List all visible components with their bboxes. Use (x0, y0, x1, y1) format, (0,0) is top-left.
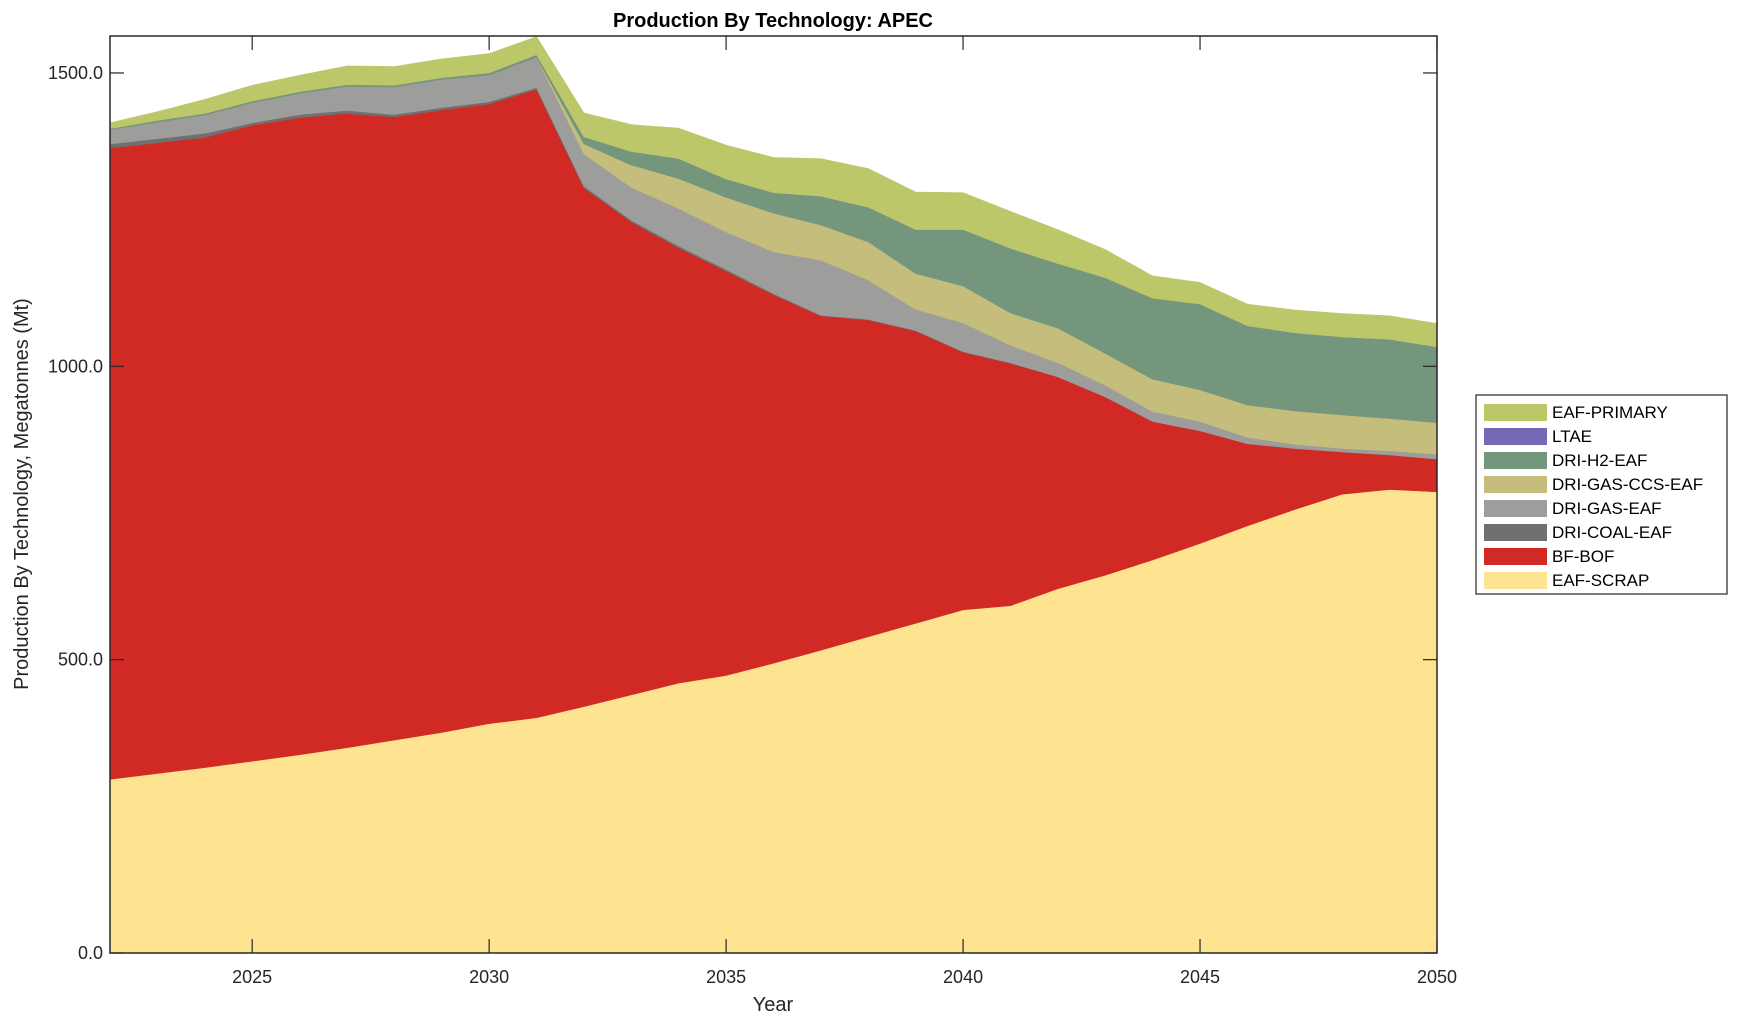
x-tick-label: 2050 (1417, 967, 1457, 987)
legend-swatch (1484, 452, 1547, 469)
legend-label: DRI-COAL-EAF (1552, 523, 1672, 542)
legend-swatch (1484, 548, 1547, 565)
legend-item-dri-coal-eaf: DRI-COAL-EAF (1484, 523, 1672, 542)
plot-frame (109, 35, 1438, 954)
legend-item-bf-bof: BF-BOF (1484, 547, 1614, 566)
legend-label: LTAE (1552, 427, 1592, 446)
legend-item-dri-gas-ccs-eaf: DRI-GAS-CCS-EAF (1484, 475, 1703, 494)
legend-label: EAF-SCRAP (1552, 571, 1649, 590)
legend-label: DRI-GAS-EAF (1552, 499, 1662, 518)
legend-item-ltae: LTAE (1484, 427, 1592, 446)
y-axis-label: Production By Technology, Megatonnes (Mt… (11, 298, 33, 690)
x-tick-label: 2040 (943, 967, 983, 987)
legend-swatch (1484, 500, 1547, 517)
legend-item-dri-gas-eaf: DRI-GAS-EAF (1484, 499, 1662, 518)
legend-swatch (1484, 524, 1547, 541)
x-axis-label: Year (753, 994, 794, 1016)
x-tick-label: 2025 (232, 967, 272, 987)
chart-title: Production By Technology: APEC (613, 10, 933, 32)
x-tick-label: 2030 (469, 967, 509, 987)
y-tick-label: 0.0 (78, 943, 103, 963)
y-tick-label: 1000.0 (48, 356, 103, 376)
legend-label: DRI-H2-EAF (1552, 451, 1647, 470)
legend-item-dri-h2-eaf: DRI-H2-EAF (1484, 451, 1647, 470)
legend-swatch (1484, 428, 1547, 445)
legend-item-eaf-primary: EAF-PRIMARY (1484, 403, 1668, 422)
plot-areas (109, 36, 1438, 954)
legend-label: EAF-PRIMARY (1552, 403, 1668, 422)
legend-swatch (1484, 404, 1547, 421)
legend-swatch (1484, 572, 1547, 589)
legend: EAF-PRIMARY LTAE DRI-H2-EAF DRI-GAS-CCS-EAF… (1475, 394, 1728, 595)
legend-label: DRI-GAS-CCS-EAF (1552, 475, 1703, 494)
x-tick-label: 2045 (1180, 967, 1220, 987)
legend-swatch (1484, 476, 1547, 493)
x-tick-label: 2035 (706, 967, 746, 987)
x-axis: 2025 2030 2035 2040 2045 2050 (232, 36, 1457, 987)
legend-item-eaf-scrap: EAF-SCRAP (1484, 571, 1649, 590)
y-tick-label: 500.0 (58, 650, 103, 670)
y-axis: 0.0 500.0 1000.0 1500.0 (48, 63, 1437, 963)
y-tick-label: 1500.0 (48, 63, 103, 83)
legend-label: BF-BOF (1552, 547, 1614, 566)
